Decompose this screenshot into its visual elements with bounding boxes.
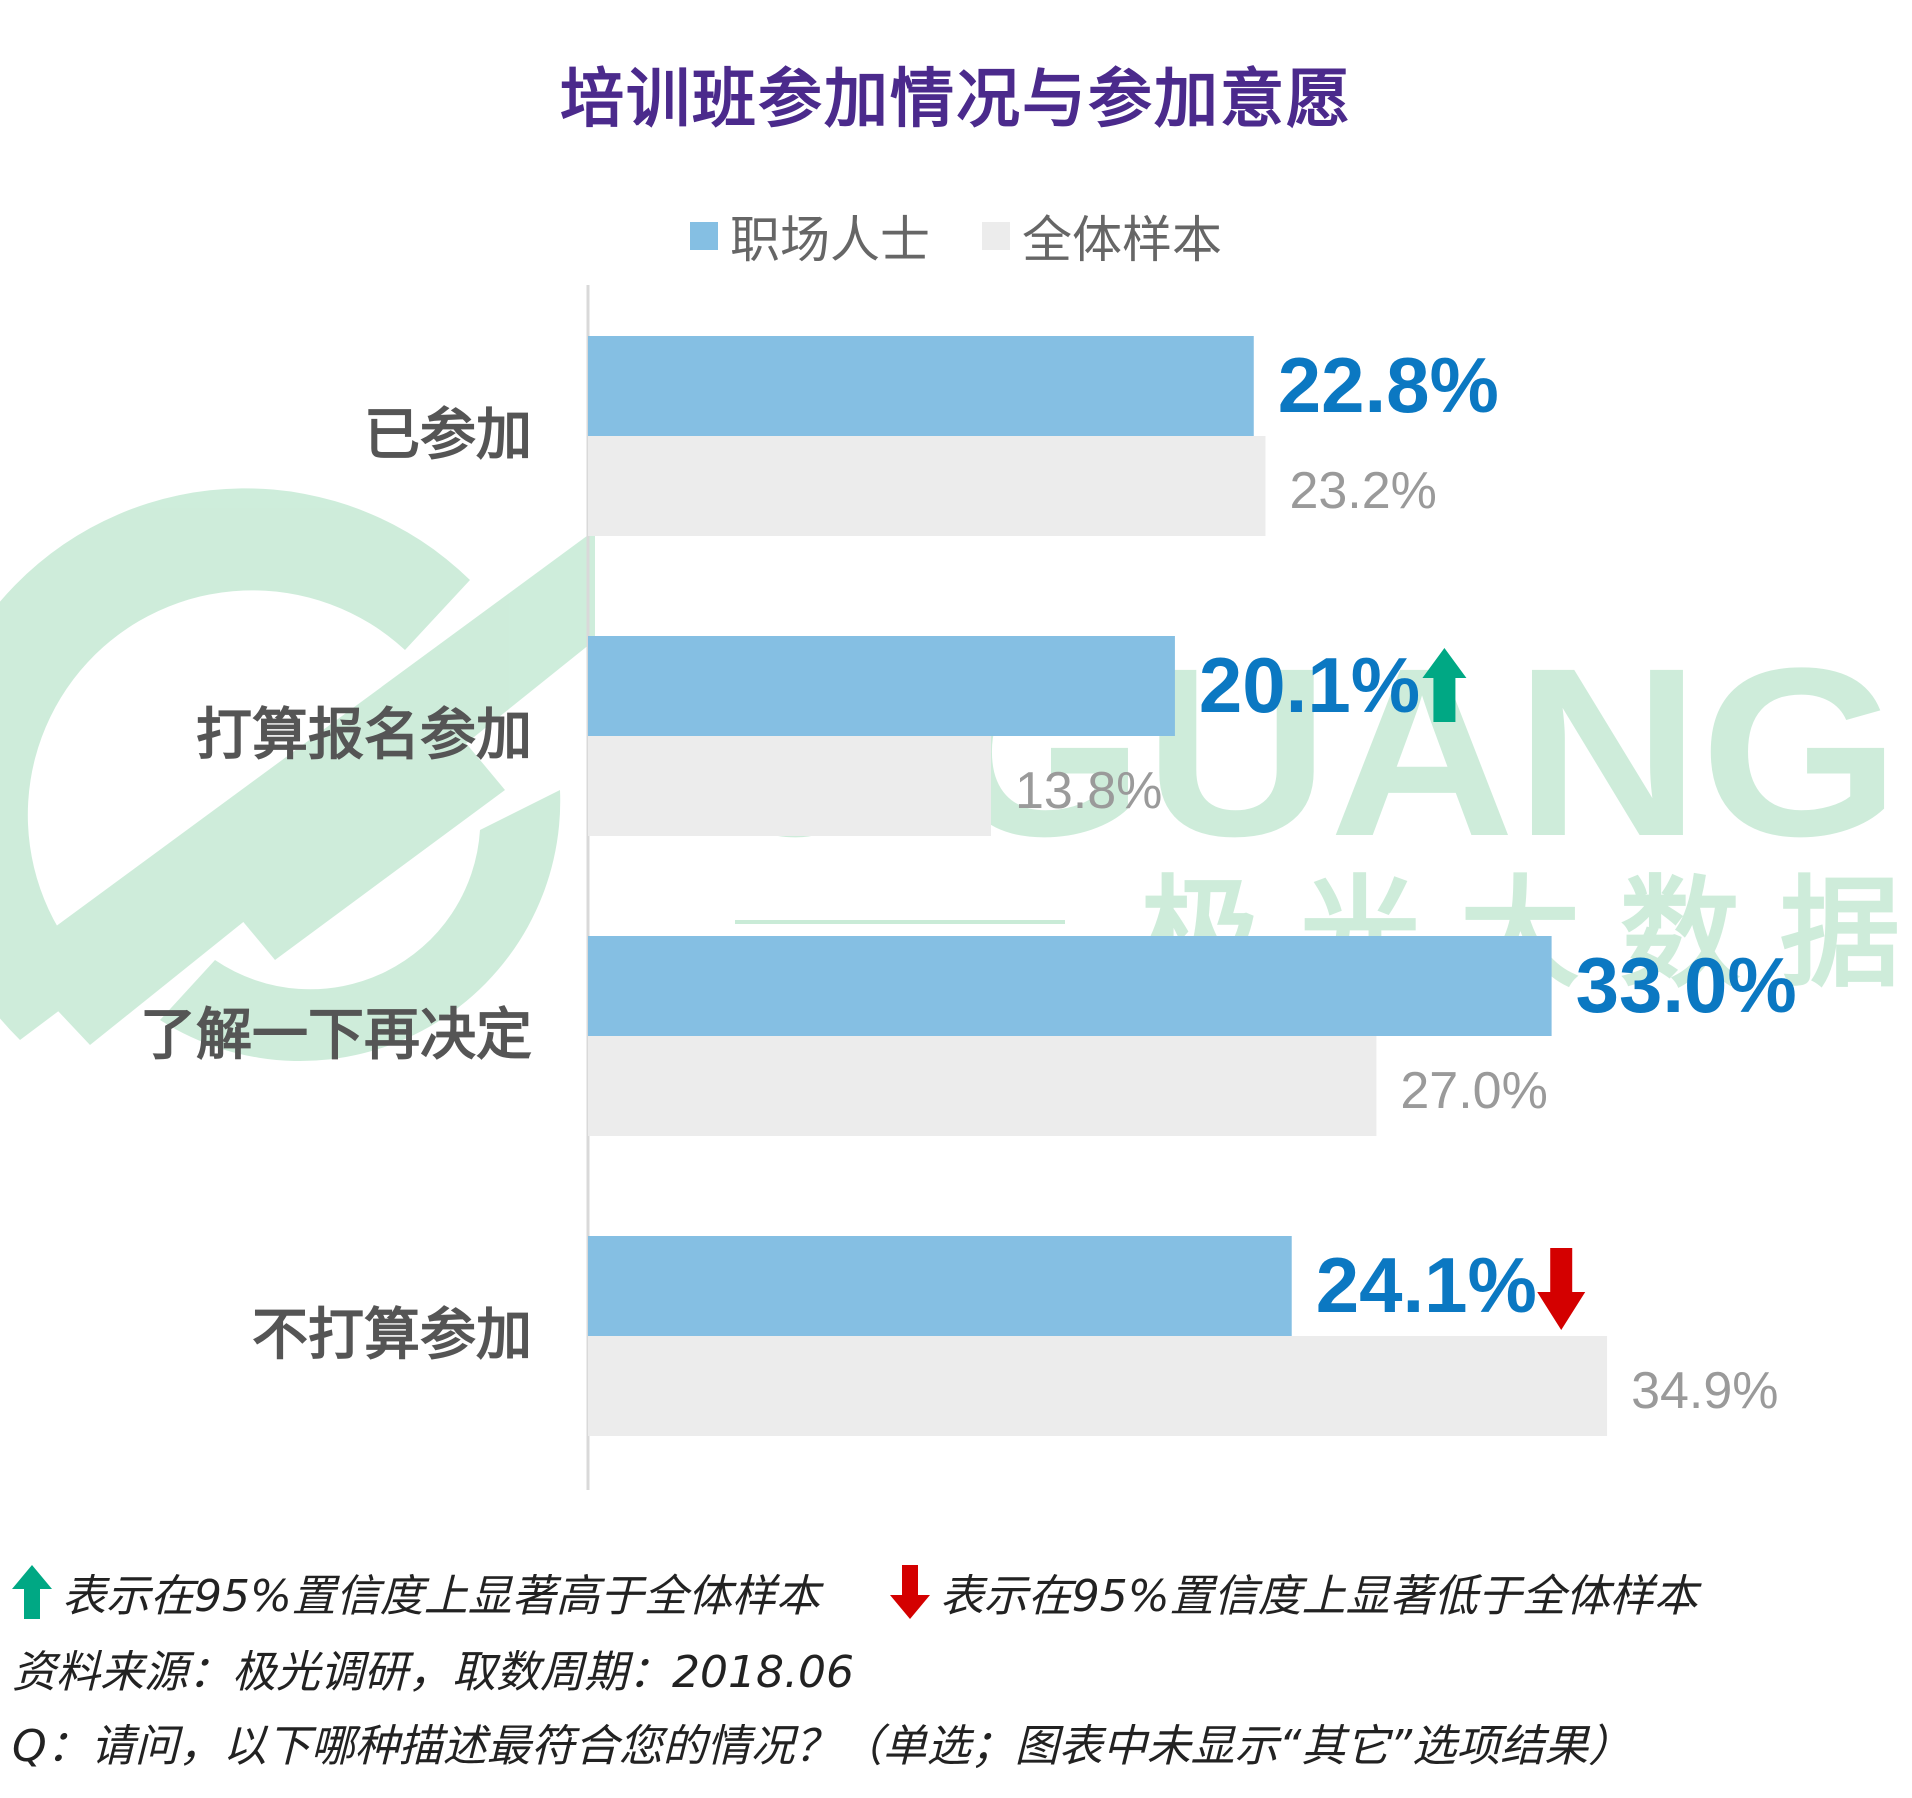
up-arrow-icon-1 xyxy=(1422,648,1467,722)
bar-all-sample-0 xyxy=(588,436,1266,536)
category-label-0: 已参加 xyxy=(364,403,532,468)
value-label-workplace-0: 22.8% xyxy=(1278,341,1499,429)
bar-all-sample-3 xyxy=(588,1336,1608,1436)
value-label-all-sample-3: 34.9% xyxy=(1631,1362,1778,1420)
up-arrow-icon xyxy=(12,1565,52,1619)
legend-swatch-all-sample xyxy=(982,222,1010,250)
watermark-underline xyxy=(735,920,1065,924)
value-label-workplace-2: 33.0% xyxy=(1576,941,1797,1029)
legend-swatch-workplace xyxy=(690,222,718,250)
value-label-all-sample-2: 27.0% xyxy=(1400,1062,1547,1120)
bar-workplace-1 xyxy=(588,636,1175,736)
legend-item-all-sample: 全体样本 xyxy=(982,200,1222,272)
higher-note: 表示在95%置信度上显著高于全体样本 xyxy=(62,1571,820,1622)
down-arrow-icon-3 xyxy=(1537,1248,1586,1330)
chart-legend: 职场人士 全体样本 xyxy=(0,200,1912,272)
down-arrow-icon xyxy=(889,1565,930,1619)
bar-workplace-0 xyxy=(588,336,1254,436)
bar-all-sample-1 xyxy=(588,736,991,836)
chart-title: 培训班参加情况与参加意愿 xyxy=(560,63,1352,137)
value-label-all-sample-0: 23.2% xyxy=(1289,462,1436,520)
bar-chart: 已参加 22.8% 23.2% 打算报名参加 20.1% 13.8% 了解一下再决定 33.0… xyxy=(140,285,1797,1490)
value-label-workplace-1: 20.1% xyxy=(1199,641,1420,729)
legend-label-workplace: 职场人士 xyxy=(730,211,930,269)
bar-all-sample-2 xyxy=(588,1036,1377,1136)
legend-label-all-sample: 全体样本 xyxy=(1022,211,1222,269)
value-label-all-sample-1: 13.8% xyxy=(1015,762,1162,820)
category-label-2: 了解一下再决定 xyxy=(140,1003,532,1068)
category-label-1: 打算报名参加 xyxy=(196,703,532,768)
bar-workplace-3 xyxy=(588,1236,1292,1336)
category-label-3: 不打算参加 xyxy=(252,1303,532,1368)
question-note: Q：请问，以下哪种描述最符合您的情况？（单选；图表中未显示“其它”选项结果） xyxy=(12,1721,1633,1772)
source-note: 资料来源：极光调研，取数周期：2018.06 xyxy=(12,1647,854,1698)
value-label-workplace-3: 24.1% xyxy=(1316,1241,1537,1329)
bar-workplace-2 xyxy=(588,936,1552,1036)
legend-item-workplace: 职场人士 xyxy=(690,200,930,272)
lower-note: 表示在95%置信度上显著低于全体样本 xyxy=(939,1571,1698,1622)
significance-legend: 表示在95%置信度上显著高于全体样本 表示在95%置信度上显著低于全体样本 xyxy=(12,1560,1902,1624)
